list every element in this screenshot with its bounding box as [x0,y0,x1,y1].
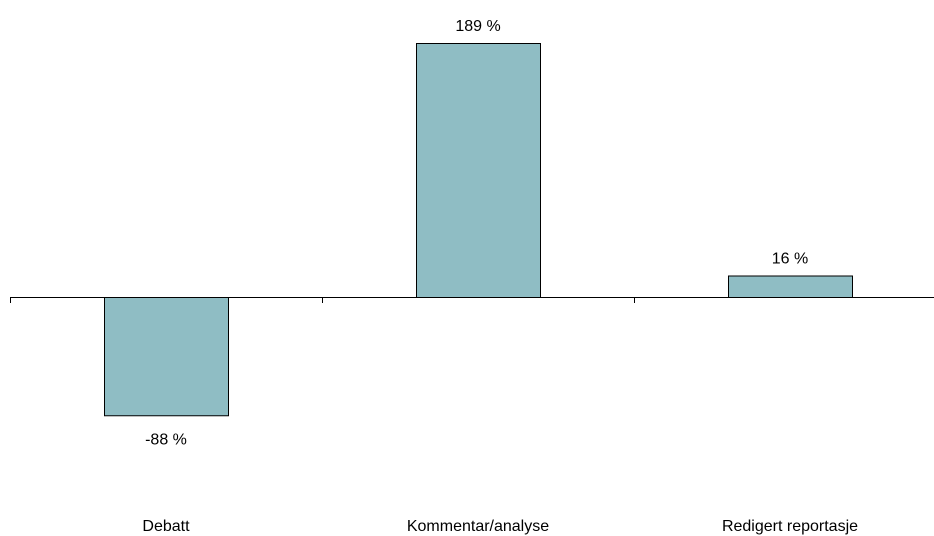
category-labels-group: Debatt Kommentar/analyse Redigert reportas… [142,518,858,535]
category-label: Redigert reportasje [722,518,858,535]
category-label: Kommentar/analyse [407,518,549,535]
bar-debatt [104,297,229,417]
x-axis [10,297,934,303]
data-label: 16 % [772,250,808,267]
data-label: 189 % [455,18,500,35]
category-label: Debatt [142,518,190,535]
value-labels-group: -88 % 189 % 16 % [145,18,808,448]
bar-kommentar-analyse [416,43,541,298]
bar-redigert-reportasje [728,275,853,298]
data-label: -88 % [145,431,187,448]
bars-group [104,43,853,417]
